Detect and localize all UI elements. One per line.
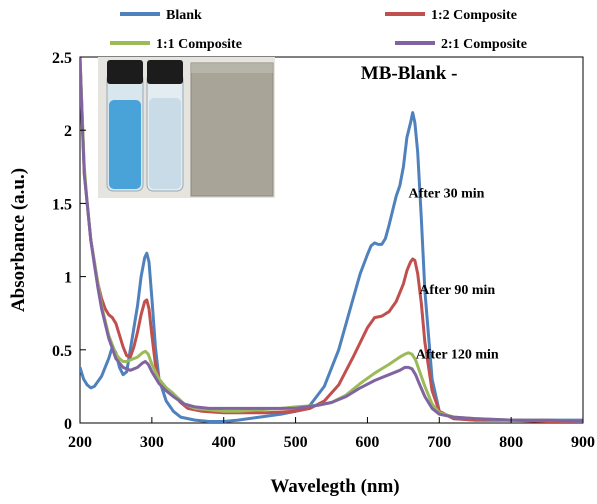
x-tick-label: 400	[212, 434, 236, 451]
plot-frame	[79, 56, 584, 424]
x-tick-label: 300	[140, 434, 164, 451]
y-tick-label: 0.5	[52, 343, 72, 360]
vial-blue-liquid	[109, 100, 141, 189]
legend-label: 2:1 Composite	[441, 37, 527, 52]
legend-label: Blank	[166, 8, 202, 23]
x-tick-label: 900	[571, 434, 595, 451]
vial-blue-cap	[107, 60, 143, 84]
y-tick-label: 1.5	[52, 196, 72, 213]
magnet-block	[190, 62, 274, 197]
vial-clear-liquid	[149, 98, 181, 189]
series-layer	[80, 56, 583, 423]
magnet-face	[190, 62, 274, 197]
annotations: MB-Blank - After 30 min After 90 min After …	[361, 63, 499, 363]
legend-item-1-2-composite: 1:2 Composite	[385, 8, 517, 23]
y-tick-label: 1	[64, 270, 72, 287]
y-tick-label: 0	[64, 416, 72, 433]
y-tick-label: 2	[64, 123, 72, 140]
vial-blue	[106, 60, 144, 192]
x-tick-label: 500	[284, 434, 308, 451]
x-tick-label: 600	[355, 434, 379, 451]
legend: Blank 1:2 Composite 1:1 Composite 2:1 Compo…	[110, 8, 527, 52]
x-tick-label: 800	[499, 434, 523, 451]
plot-border	[79, 56, 584, 424]
annotation-after-90: After 90 min	[419, 283, 495, 298]
annotation-after-120: After 120 min	[416, 348, 499, 363]
x-axis-title: Wavelegth (nm)	[270, 476, 399, 497]
y-axis-title: Absorbance (a.u.)	[8, 168, 29, 312]
ticks-layer: 200 300 400 500 600 700 800 900 0 0.5 1 1.5 2 2.5	[52, 50, 595, 451]
series-line-2-1-composite	[80, 56, 583, 423]
vial-clear	[146, 60, 184, 192]
x-tick-label: 700	[427, 434, 451, 451]
y-tick-label: 2.5	[52, 50, 72, 67]
legend-label: 1:2 Composite	[431, 8, 517, 23]
legend-item-2-1-composite: 2:1 Composite	[395, 37, 527, 52]
annotation-mb-blank: MB-Blank -	[361, 63, 458, 84]
inset-photo	[98, 57, 275, 198]
legend-item-blank: Blank	[120, 8, 202, 23]
annotation-after-30: After 30 min	[408, 187, 484, 202]
magnet-highlight	[191, 63, 273, 73]
legend-item-1-1-composite: 1:1 Composite	[110, 37, 242, 52]
legend-label: 1:1 Composite	[156, 37, 242, 52]
vial-clear-cap	[147, 60, 183, 84]
x-tick-label: 200	[68, 434, 92, 451]
